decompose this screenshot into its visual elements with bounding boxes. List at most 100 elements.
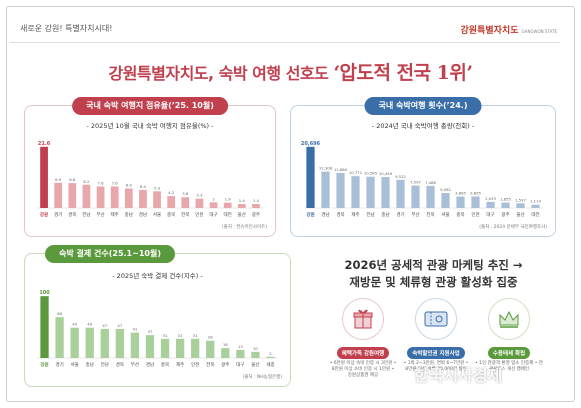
value-label: 3,865: [455, 191, 466, 196]
category-label: 대구: [236, 361, 244, 368]
bar-대구: [236, 349, 245, 358]
chart-source: (출처 : NH농협은행): [242, 375, 282, 380]
category-label: 충남: [381, 211, 389, 218]
bar-부산: [130, 332, 140, 358]
value-label: 11,860: [334, 167, 348, 172]
promo-item-label: 수용태세 확립: [487, 347, 531, 359]
watermark: 한국시사경제: [414, 366, 503, 385]
bar-울산: [237, 204, 246, 208]
bar-경남: [321, 171, 330, 208]
category-label: 강원: [40, 211, 48, 218]
bar-세종: [266, 356, 275, 358]
value-label: 49: [72, 322, 77, 327]
top-bar: 새로운 강원! 특별자치시대! 강원특별자치도 GANGWON STATE: [10, 23, 571, 41]
brand-name: 강원특별자치도: [460, 26, 519, 36]
promo-item-desc: • 1박 2~3만원, 연박 6~7만원 • 8만원 이상 숙박 30,000원…: [403, 361, 469, 372]
promo-item-voucher: 숙박할인권 지원사업 • 1박 2~3만원, 연박 6~7만원 • 8만원 이상…: [402, 298, 470, 373]
category-label: 강원: [40, 361, 48, 368]
bar-인천: [191, 338, 200, 358]
category-label: 부산: [96, 211, 104, 218]
chart-subtitle: - 2025년 10월 국내 숙박 여행지 점유율(%) -: [86, 122, 214, 130]
bar-대전: [531, 204, 540, 208]
bar-chart-payments: 100 강원 66 경기 49 서울 49 충남 47 전남 47 경북 41 부산 37 경남 31 충북 31 제…: [37, 290, 278, 368]
page-title-prefix: 강원특별자치도, 숙박 여행 선호도: [108, 64, 334, 83]
brand-logo: 강원특별자치도 GANGWON STATE: [461, 23, 557, 36]
value-label: 100: [39, 290, 50, 296]
bar-광주: [221, 348, 230, 358]
value-label: 41: [132, 327, 137, 332]
value-label: 1.4: [239, 198, 246, 203]
value-label: 2: [212, 196, 215, 201]
category-label: 서울: [153, 211, 161, 218]
value-label: 5.9: [154, 185, 161, 190]
category-label: 전북: [426, 211, 434, 218]
category-label: 제주: [176, 361, 184, 368]
category-label: 광주: [252, 211, 260, 218]
category-label: 울산: [238, 211, 246, 218]
slogan: 새로운 강원! 특별자치시대!: [20, 24, 113, 33]
bar-울산: [251, 351, 260, 358]
category-label: 전남: [101, 361, 109, 368]
promo-item-label: 숙박할인권 지원사업: [407, 347, 465, 359]
bar-부산: [411, 185, 420, 208]
value-label: 1,114: [530, 199, 541, 204]
category-label: 서울: [441, 211, 449, 218]
value-label: 47: [102, 323, 107, 328]
category-label: 충북: [167, 211, 175, 218]
value-label: 3,895: [470, 190, 481, 195]
bar-충북: [160, 338, 170, 358]
category-label: 광주: [501, 211, 509, 218]
promo-item-label: 혜택가득 강원여행: [336, 347, 390, 359]
gift-icon: [342, 298, 384, 340]
category-label: 대구: [486, 211, 494, 218]
category-label: 경북: [68, 211, 76, 218]
promo-item-readiness: 수용태세 확립 • 1인 관광객 환영 업소 인증제 • 관광서비스 개선 캠페…: [475, 298, 543, 373]
bar-전남: [366, 176, 375, 208]
value-label: 7.6: [112, 180, 119, 185]
value-label: 66: [57, 311, 62, 316]
category-label: 제주: [111, 211, 119, 218]
bar-전북: [426, 185, 435, 208]
category-label: 울산: [516, 211, 524, 218]
category-label: 전남: [366, 211, 374, 218]
value-label: 10,585: [364, 171, 378, 176]
bar-경북: [115, 328, 124, 358]
category-label: 부산: [131, 361, 139, 368]
category-label: 충남: [86, 361, 94, 368]
bar-울산: [516, 203, 525, 208]
value-label: 10,771: [349, 170, 363, 175]
promo-line-1: 2026년 공세적 관광 마케팅 추진 →: [344, 258, 523, 272]
chart-source: (출처 : 2024 문체부 국민여행조사): [479, 225, 547, 230]
promo-item-desc: • 6만원 이상 숙박 인증 시 3만원 • 8만원 이상 소비 인증 시 1만…: [329, 361, 397, 378]
crown-icon: [488, 298, 530, 340]
value-label: 13: [238, 344, 243, 349]
bar-강원: [40, 296, 49, 358]
bar-서울: [441, 193, 450, 208]
category-label: 전북: [206, 361, 214, 368]
value-label: 1,855: [500, 197, 511, 202]
value-label: 5,062: [440, 187, 451, 192]
value-label: 1.9: [225, 197, 232, 202]
value-label: 7,597: [410, 180, 421, 185]
category-label: 대전: [531, 211, 539, 218]
promo-item-desc: • 1인 관광객 환영 업소 인증제 • 관광서비스 개선 캠페인: [475, 361, 543, 372]
ticket-icon: [415, 298, 457, 340]
bar-인천: [195, 198, 204, 208]
chart-panel-title: 국내 숙박여행 횟수(’24.): [364, 97, 482, 115]
category-label: 경북: [116, 361, 124, 368]
value-label: 28: [208, 335, 213, 340]
category-label: 인천: [191, 361, 199, 368]
value-label: 7,486: [425, 180, 436, 185]
top-divider: [10, 42, 560, 43]
page-title-highlight: ‘압도적 전국 1위’: [333, 62, 473, 84]
bar-충남: [124, 188, 133, 208]
category-label: 대구: [209, 211, 217, 218]
page-title: 강원특별자치도, 숙박 여행 선호도 ‘압도적 전국 1위’: [0, 58, 581, 85]
bar-강원: [306, 146, 315, 208]
bar-서울: [70, 327, 79, 358]
bar-경남: [145, 335, 155, 358]
value-label: 31: [178, 333, 183, 338]
chart-source: (출처 : 컨슈머인사이트): [221, 225, 267, 230]
value-label: 31: [193, 333, 198, 338]
value-label: 21.6: [38, 141, 51, 147]
